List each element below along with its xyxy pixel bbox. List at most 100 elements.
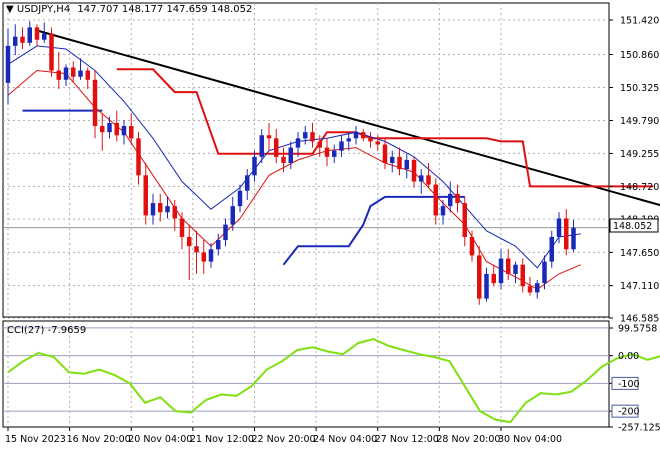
price-tick-label: 148.720 — [620, 182, 659, 193]
candle-bear — [114, 122, 119, 136]
candle-bear — [143, 175, 148, 216]
candle-bull — [571, 227, 576, 250]
candle-bear — [455, 193, 460, 204]
candle-bull — [237, 190, 243, 207]
current-price-tag — [609, 218, 659, 233]
candle-bear — [158, 203, 163, 213]
candle-bull — [339, 141, 344, 151]
candle-bull — [404, 159, 409, 170]
candle-bull — [252, 156, 257, 176]
candle-bear — [520, 264, 525, 287]
price-tick-label: 146.585 — [620, 314, 659, 325]
candle-bull — [332, 150, 337, 157]
candle-bear — [129, 126, 134, 139]
triangle-icon: ▼ — [6, 4, 14, 15]
candle-bull — [259, 135, 264, 157]
price-tick-label: 151.420 — [620, 16, 659, 27]
candle-bull — [303, 132, 308, 139]
candle-bear — [382, 144, 388, 163]
candle-bear — [136, 138, 141, 176]
candle-bear — [477, 255, 482, 299]
candle-bear — [34, 27, 40, 40]
candle-bull — [63, 67, 69, 80]
candle-bull — [230, 206, 235, 225]
candle-bull — [216, 240, 221, 250]
cci-level-tag — [611, 376, 639, 390]
price-tick-label: 149.790 — [620, 116, 659, 127]
candle-bear — [85, 70, 90, 80]
candle-bull — [556, 218, 562, 237]
candle-bear — [56, 70, 61, 80]
candle-bear — [375, 141, 380, 145]
candle-bear — [71, 67, 76, 77]
price-pane — [2, 2, 610, 318]
candle-bear — [201, 252, 206, 262]
current-price-label: 148.052 — [613, 221, 652, 232]
candle-bear — [411, 159, 417, 182]
candle-bull — [5, 45, 11, 83]
candle-bear — [469, 236, 475, 256]
cci-axis: 99.5758 0.00 -100 -200 -257.1256 — [609, 324, 660, 434]
cci-tick-label: 0.00 — [618, 351, 639, 362]
candle-bull — [549, 236, 554, 262]
cci-tick-label: -200 — [618, 407, 640, 418]
candle-bull — [150, 203, 156, 216]
trendline — [36, 29, 660, 207]
price-tick-label: 150.860 — [620, 50, 659, 61]
price-tick-label: 147.110 — [620, 281, 659, 292]
time-tick-label: 27 Nov 12:00 — [375, 434, 439, 445]
candle-bull — [245, 175, 250, 191]
candle-bear — [172, 206, 177, 219]
price-tick-label: 147.650 — [620, 248, 659, 259]
candle-bull — [419, 175, 424, 182]
cci-level-tag — [611, 404, 639, 418]
candle-bull — [542, 261, 547, 284]
ohlc-values: 147.707 148.177 147.659 148.052 — [77, 4, 252, 15]
candle-bull — [165, 206, 170, 213]
time-tick-label: 20 Nov 04:00 — [128, 434, 192, 445]
candle-bull — [513, 264, 518, 274]
candle-bear — [49, 33, 54, 71]
cci-line — [7, 337, 660, 424]
candle-bear — [397, 156, 402, 170]
candle-bear — [281, 156, 286, 163]
time-tick-label: 16 Nov 20:00 — [67, 434, 131, 445]
price-tick-label: 150.325 — [620, 83, 659, 94]
price-axis: 151.420 150.860 150.325 149.790 149.255 148.7… — [609, 16, 659, 325]
candle-bear — [361, 132, 366, 139]
candle-bull — [440, 206, 446, 216]
candle-bull — [535, 283, 540, 293]
price-tick-label: 149.255 — [620, 149, 659, 160]
candle-bull — [121, 126, 127, 136]
chart-title: USDJPY,H4 — [17, 4, 70, 15]
cci-tick-label: 99.5758 — [618, 324, 657, 335]
candle-bear — [491, 273, 496, 284]
candle-bull — [208, 249, 214, 262]
candle-bull — [288, 147, 293, 163]
candle-bear — [100, 126, 105, 133]
candle-bear — [310, 132, 315, 142]
cci-title: CCI(27) -7.9659 — [7, 325, 86, 336]
lower-band-line — [282, 195, 465, 266]
candle-bull — [498, 258, 504, 284]
candle-bear — [426, 175, 431, 185]
candle-bear — [527, 286, 533, 293]
candle-bull — [448, 193, 453, 207]
candle-bull — [78, 70, 83, 77]
candle-bull — [13, 36, 18, 46]
cci-tick-label: -100 — [618, 379, 640, 390]
upper-band-line — [116, 68, 654, 188]
candle-bull — [42, 33, 47, 40]
time-tick-label: 28 Nov 20:00 — [436, 434, 500, 445]
cci-plot — [7, 337, 660, 424]
candle-bear — [564, 218, 569, 250]
time-tick-label: 24 Nov 04:00 — [313, 434, 377, 445]
candle-bear — [187, 236, 192, 247]
candle-bull — [346, 138, 351, 142]
candle-bull — [484, 273, 489, 299]
candle-bear — [274, 138, 279, 157]
candle-bull — [223, 224, 228, 241]
candle-bear — [266, 135, 272, 139]
